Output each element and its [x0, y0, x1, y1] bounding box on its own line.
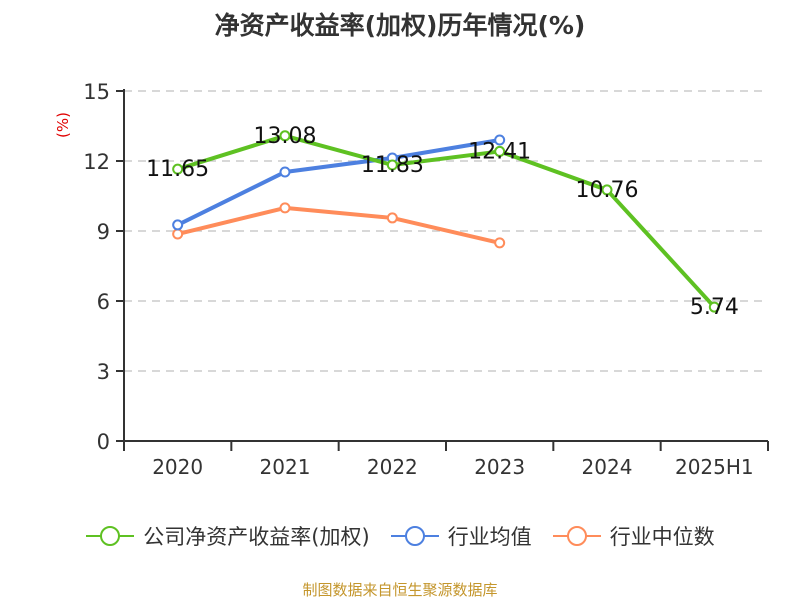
x-tick-label: 2025H1 [675, 455, 754, 479]
legend-label: 行业均值 [447, 525, 532, 549]
series-line-1 [176, 138, 500, 227]
y-tick-label: 0 [97, 430, 110, 454]
legend-line-circle-icon [86, 526, 135, 546]
x-tick-label: 2021 [260, 455, 311, 479]
legend-item[interactable]: 行业中位数 [552, 521, 715, 551]
chart-legend: 公司净资产收益率(加权) 行业均值 行业中位数 [0, 521, 800, 551]
y-tick-label: 15 [83, 80, 110, 104]
legend-line-circle-icon [552, 526, 601, 546]
data-point [172, 219, 184, 231]
x-tick-label: 2022 [367, 455, 418, 479]
x-tick-label: 2020 [152, 455, 203, 479]
data-source-note: 制图数据来自恒生聚源数据库 [302, 581, 498, 599]
data-point [494, 237, 506, 249]
x-tick-label: 2023 [474, 455, 525, 479]
y-tick-label: 9 [97, 220, 110, 244]
series-line-0 [177, 133, 716, 309]
x-tick-label: 2024 [582, 455, 633, 479]
series-line-2 [177, 205, 501, 245]
data-point [386, 212, 398, 224]
data-label: 5.74 [690, 295, 739, 320]
data-point [708, 301, 720, 313]
y-axis-label: (%) [54, 112, 72, 138]
data-label: 12.41 [468, 139, 531, 164]
legend-line-circle-icon [390, 526, 439, 546]
data-point [279, 166, 291, 178]
data-point [494, 145, 506, 157]
data-point [172, 228, 184, 240]
data-point [279, 130, 291, 142]
data-point [386, 159, 398, 171]
data-label: 11.65 [146, 157, 209, 182]
legend-label: 行业中位数 [609, 525, 715, 549]
data-label: 13.08 [254, 124, 317, 149]
legend-item[interactable]: 公司净资产收益率(加权) [85, 521, 370, 551]
y-tick-label: 6 [97, 290, 110, 314]
y-tick-label: 3 [97, 360, 110, 384]
data-point [601, 184, 613, 196]
legend-label: 公司净资产收益率(加权) [143, 525, 370, 549]
data-label: 10.76 [576, 178, 639, 203]
data-point [172, 163, 184, 175]
chart-title: 净资产收益率(加权)历年情况(%) [214, 11, 586, 40]
data-label: 11.83 [361, 153, 424, 178]
data-point [279, 202, 291, 214]
data-point [494, 134, 506, 146]
y-tick-label: 12 [83, 150, 110, 174]
legend-item[interactable]: 行业均值 [390, 521, 532, 551]
